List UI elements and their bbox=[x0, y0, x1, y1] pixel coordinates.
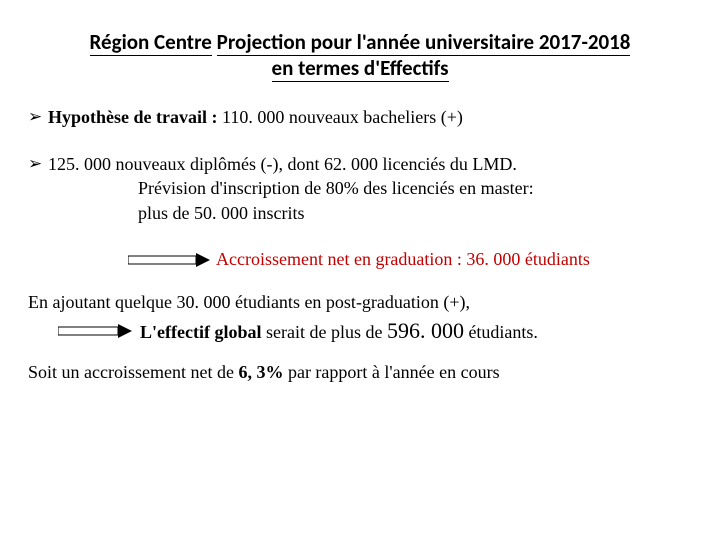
arrow-right-icon bbox=[128, 253, 210, 267]
slide-root: Région Centre Projection pour l'année un… bbox=[0, 0, 720, 540]
bullet1-bold: Hypothèse de travail : bbox=[48, 107, 217, 127]
bullet-marker-icon: ➢ bbox=[28, 106, 42, 127]
conclusion-accroissement-net: Accroissement net en graduation : 36. 00… bbox=[128, 248, 692, 271]
arrow-right-icon bbox=[58, 324, 132, 338]
bullet-diplomes: ➢ 125. 000 nouveaux diplômés (-), dont 6… bbox=[28, 153, 692, 225]
conclusion1-prefix: Accroissement net en graduation : bbox=[216, 249, 466, 269]
para2-num: 596. 000 bbox=[387, 318, 464, 343]
bullet-hypothese: ➢ Hypothèse de travail : 110. 000 nouvea… bbox=[28, 106, 692, 129]
accroissement-pourcentage: Soit un accroissement net de 6, 3% par r… bbox=[28, 361, 692, 384]
conclusion1-text: Accroissement net en graduation : 36. 00… bbox=[216, 248, 590, 271]
bullet1-rest: 110. 000 nouveaux bacheliers (+) bbox=[217, 107, 462, 127]
title-line1: Région Centre bbox=[90, 30, 212, 56]
effectif-global-line: L'effectif global serait de plus de 596.… bbox=[58, 317, 692, 345]
content-area: ➢ Hypothèse de travail : 110. 000 nouvea… bbox=[28, 106, 692, 383]
para3-tail: par rapport à l'année en cours bbox=[288, 362, 500, 382]
para3-prefix: Soit un accroissement net de bbox=[28, 362, 238, 382]
bullet-marker-icon: ➢ bbox=[28, 153, 42, 174]
para2-line-b: L'effectif global serait de plus de 596.… bbox=[140, 317, 538, 345]
para2-bold: L'effectif global bbox=[140, 322, 261, 342]
para2-line-a: En ajoutant quelque 30. 000 étudiants en… bbox=[28, 291, 692, 314]
bullet2-line-a: 125. 000 nouveaux diplômés (-), dont 62.… bbox=[48, 154, 517, 174]
conclusion1-value: 36. 000 étudiants bbox=[466, 249, 590, 269]
title-line3: en termes d'Effectifs bbox=[272, 56, 449, 82]
bullet2-line-c: plus de 50. 000 inscrits bbox=[138, 202, 692, 225]
para2-tail: étudiants. bbox=[464, 322, 538, 342]
title-line2: Projection pour l'année universitaire 20… bbox=[217, 30, 631, 56]
post-graduation-para: En ajoutant quelque 30. 000 étudiants en… bbox=[28, 291, 692, 345]
bullet2-line-b: Prévision d'inscription de 80% des licen… bbox=[138, 177, 692, 200]
para3-bold: 6, 3% bbox=[238, 362, 288, 382]
title-block: Région Centre Projection pour l'année un… bbox=[28, 30, 692, 82]
para2-rest: serait de plus de bbox=[261, 322, 386, 342]
